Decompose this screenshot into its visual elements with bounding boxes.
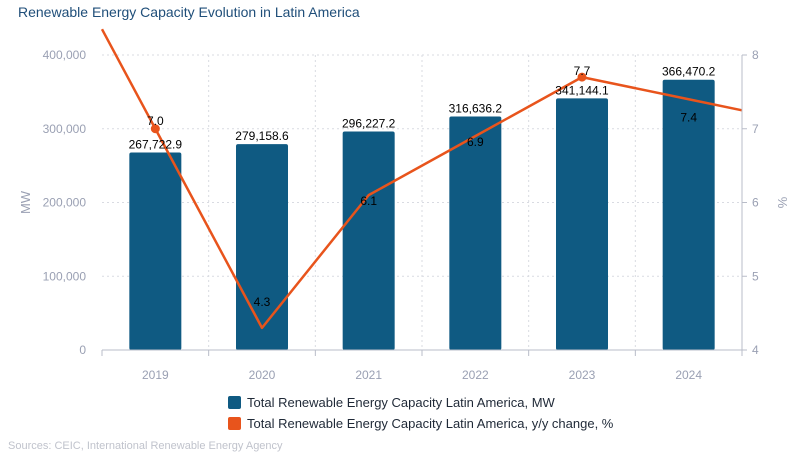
y-right-tick-label: 5 <box>752 269 759 283</box>
legend: Total Renewable Energy Capacity Latin Am… <box>228 395 614 431</box>
line-value-label: 7.0 <box>147 114 164 128</box>
bar-value-label: 267,722.9 <box>129 138 183 152</box>
y-left-tick-label: 200,000 <box>43 196 87 210</box>
line-value-label: 6.1 <box>360 194 377 208</box>
legend-label-line: Total Renewable Energy Capacity Latin Am… <box>247 416 614 431</box>
bar-value-label: 296,227.2 <box>342 117 396 131</box>
legend-swatch-bars <box>228 396 241 409</box>
y-right-tick-label: 7 <box>752 122 759 136</box>
bar <box>129 152 182 350</box>
y-right-tick-label: 4 <box>752 343 759 357</box>
bar-value-label: 341,144.1 <box>555 83 609 97</box>
chart-title: Renewable Energy Capacity Evolution in L… <box>18 4 360 20</box>
x-tick-label: 2022 <box>462 368 489 382</box>
y-left-tick-label: 100,000 <box>43 269 87 283</box>
y-right-tick-label: 8 <box>752 48 759 62</box>
line-path <box>100 28 743 330</box>
line-point <box>577 72 587 82</box>
bar-value-label: 316,636.2 <box>449 101 503 115</box>
axes: 0 100,000 200,000 300,000 400,000 4 5 6 7 8 2019 20… <box>18 48 787 382</box>
grid <box>102 54 742 350</box>
line-series <box>100 28 743 330</box>
y-left-tick-label: 300,000 <box>43 122 87 136</box>
bar <box>449 116 502 350</box>
bar <box>556 98 608 351</box>
y-left-tick-label: 0 <box>79 343 86 357</box>
y-right-axis-title: % <box>775 197 787 209</box>
x-tick-label: 2024 <box>675 368 702 382</box>
source-note: Sources: CEIC, International Renewable E… <box>8 440 283 452</box>
bar <box>236 144 288 350</box>
legend-label-bars: Total Renewable Energy Capacity Latin Am… <box>247 395 556 410</box>
bar <box>342 131 395 350</box>
y-right-tick-label: 6 <box>752 196 759 210</box>
x-tick-label: 2023 <box>569 368 596 382</box>
bar-value-label: 366,470.2 <box>662 65 716 79</box>
line-value-label: 7.4 <box>680 110 697 124</box>
x-tick-label: 2019 <box>142 368 169 382</box>
data-labels: 267,722.9 279,158.6 296,227.2 316,636.2 341,… <box>129 64 716 309</box>
bar-value-label: 279,158.6 <box>235 129 289 143</box>
line-value-label: 7.7 <box>574 64 591 78</box>
y-left-axis-title: MW <box>18 190 33 214</box>
bar-series <box>129 79 715 351</box>
bar <box>662 79 715 351</box>
y-left-tick-label: 400,000 <box>43 48 87 62</box>
legend-swatch-line <box>228 417 241 430</box>
line-value-label: 6.9 <box>467 135 484 149</box>
line-point <box>150 124 160 134</box>
x-tick-label: 2020 <box>249 368 276 382</box>
x-tick-label: 2021 <box>355 368 382 382</box>
line-value-label: 4.3 <box>254 295 271 309</box>
